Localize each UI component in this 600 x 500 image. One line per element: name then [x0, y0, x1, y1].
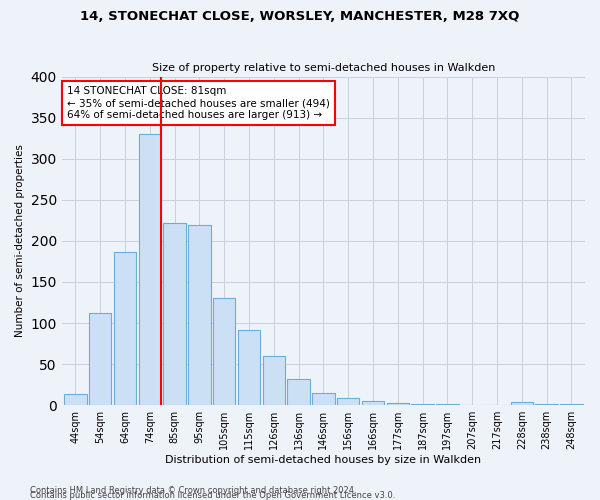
- Bar: [64, 394, 86, 405]
- Bar: [535, 404, 558, 405]
- Text: 14 STONECHAT CLOSE: 81sqm
← 35% of semi-detached houses are smaller (494)
64% of: 14 STONECHAT CLOSE: 81sqm ← 35% of semi-…: [67, 86, 330, 120]
- Text: 14, STONECHAT CLOSE, WORSLEY, MANCHESTER, M28 7XQ: 14, STONECHAT CLOSE, WORSLEY, MANCHESTER…: [80, 10, 520, 23]
- Bar: [436, 404, 458, 405]
- Bar: [412, 404, 434, 405]
- Bar: [287, 379, 310, 405]
- Bar: [312, 393, 335, 405]
- Bar: [511, 402, 533, 405]
- Bar: [386, 402, 409, 405]
- Bar: [362, 401, 384, 405]
- Bar: [337, 398, 359, 405]
- Text: Contains public sector information licensed under the Open Government Licence v3: Contains public sector information licen…: [30, 491, 395, 500]
- Title: Size of property relative to semi-detached houses in Walkden: Size of property relative to semi-detach…: [152, 63, 495, 73]
- Bar: [114, 252, 136, 405]
- Bar: [163, 223, 186, 405]
- Bar: [238, 330, 260, 405]
- Bar: [188, 226, 211, 405]
- Y-axis label: Number of semi-detached properties: Number of semi-detached properties: [15, 144, 25, 338]
- Bar: [560, 404, 583, 405]
- Bar: [213, 298, 235, 405]
- Bar: [139, 134, 161, 405]
- Bar: [263, 356, 285, 405]
- Bar: [89, 313, 112, 405]
- X-axis label: Distribution of semi-detached houses by size in Walkden: Distribution of semi-detached houses by …: [166, 455, 481, 465]
- Text: Contains HM Land Registry data © Crown copyright and database right 2024.: Contains HM Land Registry data © Crown c…: [30, 486, 356, 495]
